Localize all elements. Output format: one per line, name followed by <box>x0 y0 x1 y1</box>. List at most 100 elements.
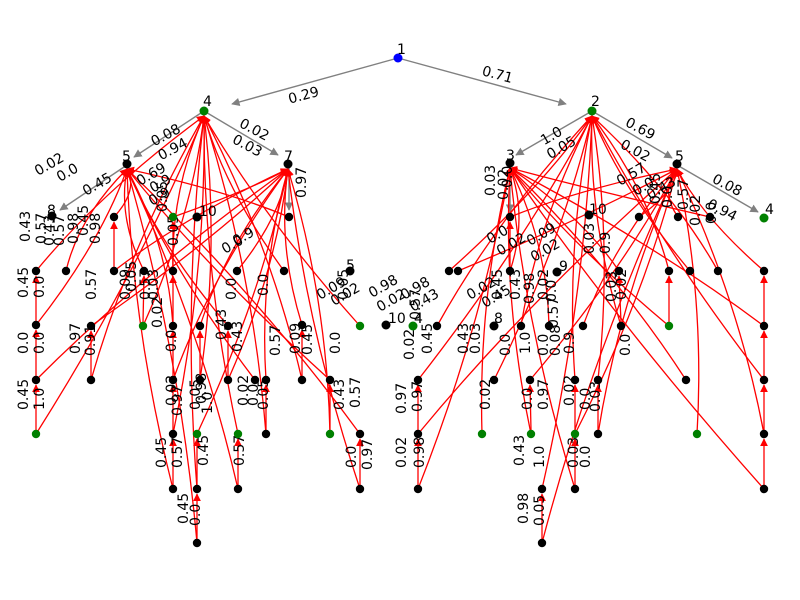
tree-node[interactable] <box>525 375 535 385</box>
tree-node[interactable] <box>432 321 442 331</box>
tree-node[interactable] <box>616 321 626 331</box>
tree-node[interactable] <box>261 429 271 439</box>
node-r4[interactable] <box>759 213 769 223</box>
node-a[interactable] <box>199 106 209 116</box>
tree-node[interactable] <box>526 429 536 439</box>
node-rl8[interactable] <box>489 321 499 331</box>
tree-node[interactable] <box>537 484 547 494</box>
tree-node[interactable] <box>593 375 603 385</box>
edge-probability-label: 0.0 <box>32 332 48 354</box>
tree-node[interactable] <box>168 484 178 494</box>
tree-node[interactable] <box>233 484 243 494</box>
edge-probability-label: 0.98 <box>66 213 82 244</box>
node-l10[interactable] <box>192 212 202 222</box>
tree-node[interactable] <box>284 212 294 222</box>
tree-node[interactable] <box>713 266 723 276</box>
tree-node[interactable] <box>681 375 691 385</box>
edge-probability-label: 0.02 <box>688 195 704 226</box>
tree-node[interactable] <box>614 266 624 276</box>
tree-node[interactable] <box>355 321 365 331</box>
tree-node[interactable] <box>444 266 454 276</box>
tree-node[interactable] <box>685 266 695 276</box>
tree-node[interactable] <box>168 429 178 439</box>
edge-probability-label: 0.98 <box>516 493 532 524</box>
tree-node[interactable] <box>570 375 580 385</box>
tree-node[interactable] <box>192 538 202 548</box>
tree-node[interactable] <box>692 429 702 439</box>
tree-node[interactable] <box>223 321 233 331</box>
tree-node[interactable] <box>489 375 499 385</box>
tree-node[interactable] <box>664 266 674 276</box>
tree-node[interactable] <box>759 429 769 439</box>
tree-node[interactable] <box>31 375 41 385</box>
root-node[interactable] <box>393 53 403 63</box>
node-b3[interactable] <box>505 158 515 168</box>
tree-node[interactable] <box>453 266 463 276</box>
node-l8[interactable] <box>47 211 57 221</box>
tree-node[interactable] <box>168 375 178 385</box>
tree-node[interactable] <box>355 429 365 439</box>
node-r10[interactable] <box>584 210 594 220</box>
tree-node[interactable] <box>232 266 242 276</box>
tree-node[interactable] <box>86 321 96 331</box>
node-b[interactable] <box>587 106 597 116</box>
tree-node[interactable] <box>279 266 289 276</box>
tree-node[interactable] <box>61 266 71 276</box>
tree-node[interactable] <box>570 484 580 494</box>
tree-node[interactable] <box>759 266 769 276</box>
tree-node[interactable] <box>477 429 487 439</box>
tree-node[interactable] <box>168 321 178 331</box>
node-rl8-label: 8 <box>494 311 503 327</box>
tree-node[interactable] <box>138 321 148 331</box>
tree-node[interactable] <box>325 375 335 385</box>
tree-node[interactable] <box>544 321 554 331</box>
tree-node[interactable] <box>31 320 41 330</box>
tree-node[interactable] <box>593 429 603 439</box>
tree-node[interactable] <box>31 429 41 439</box>
tree-node[interactable] <box>195 321 205 331</box>
tree-node[interactable] <box>31 266 41 276</box>
node-lr10[interactable] <box>381 320 391 330</box>
node-b5[interactable] <box>672 159 682 169</box>
tree-node[interactable] <box>759 375 769 385</box>
tree-node[interactable] <box>195 375 205 385</box>
node-lr10-label: 10 <box>388 311 406 327</box>
tree-node[interactable] <box>109 212 119 222</box>
tree-node[interactable] <box>86 375 96 385</box>
tree-node[interactable] <box>759 484 769 494</box>
tree-node[interactable] <box>505 212 515 222</box>
tree-node[interactable] <box>192 429 202 439</box>
tree-node[interactable] <box>261 375 271 385</box>
tree-node[interactable] <box>705 212 715 222</box>
tree-node[interactable] <box>192 484 202 494</box>
node-a7[interactable] <box>283 159 293 169</box>
tree-node[interactable] <box>139 266 149 276</box>
tree-node[interactable] <box>297 375 307 385</box>
node-a5[interactable] <box>122 159 132 169</box>
node-lr5[interactable] <box>345 266 355 276</box>
back-edge <box>284 168 361 490</box>
tree-node[interactable] <box>413 484 423 494</box>
tree-node[interactable] <box>578 321 588 331</box>
node-rl4[interactable] <box>408 321 418 331</box>
tree-node[interactable] <box>537 538 547 548</box>
tree-node[interactable] <box>570 429 580 439</box>
tree-node[interactable] <box>325 429 335 439</box>
tree-node[interactable] <box>664 321 674 331</box>
node-rl9[interactable] <box>552 267 562 277</box>
tree-node[interactable] <box>505 266 515 276</box>
tree-node[interactable] <box>233 429 243 439</box>
tree-node[interactable] <box>759 321 769 331</box>
tree-node[interactable] <box>168 212 178 222</box>
tree-node[interactable] <box>355 484 365 494</box>
tree-node[interactable] <box>109 266 119 276</box>
tree-node[interactable] <box>250 375 260 385</box>
tree-node[interactable] <box>297 320 307 330</box>
tree-node[interactable] <box>413 429 423 439</box>
tree-node[interactable] <box>168 266 178 276</box>
tree-node[interactable] <box>516 321 526 331</box>
tree-node[interactable] <box>223 375 233 385</box>
tree-node[interactable] <box>673 212 683 222</box>
tree-node[interactable] <box>413 375 423 385</box>
tree-node[interactable] <box>634 212 644 222</box>
